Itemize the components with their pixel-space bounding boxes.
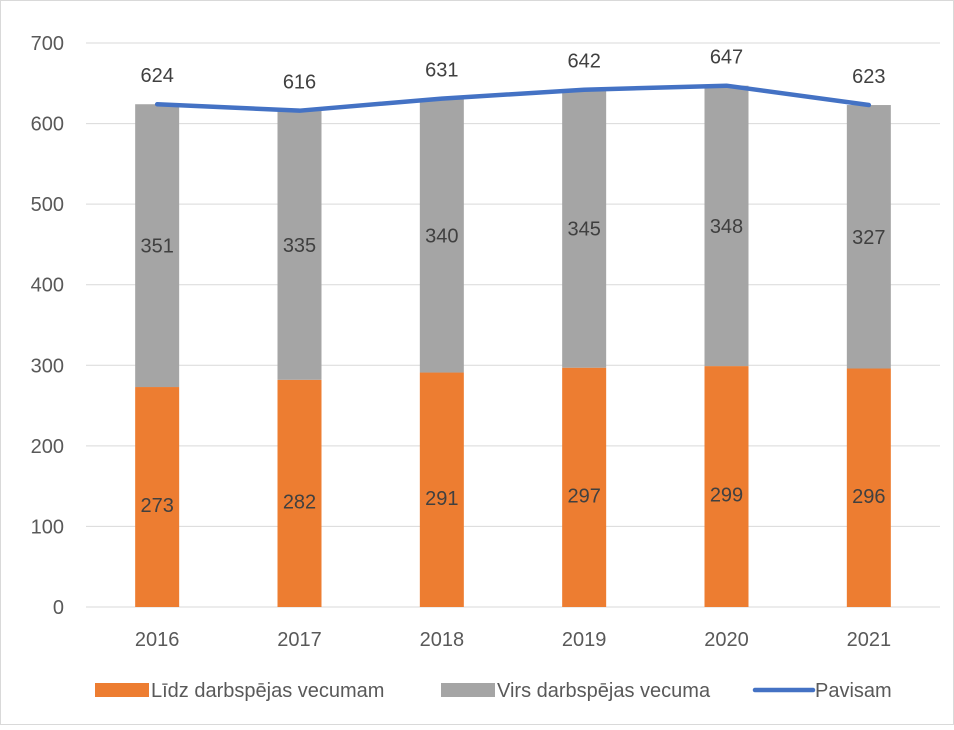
y-tick-label: 200	[31, 436, 64, 458]
axes: 0 100 200 300 400 500 600 700 2016 2017 2018 2019 20…	[31, 33, 891, 651]
bar-segment-upper	[562, 89, 607, 368]
bar-segment-upper	[704, 85, 749, 367]
y-tick-label: 300	[31, 355, 64, 377]
y-tick-label: 600	[31, 114, 64, 136]
y-tick-label: 400	[31, 275, 64, 297]
legend-swatch	[441, 683, 495, 697]
bar-segment-upper	[135, 104, 180, 388]
bars	[135, 85, 891, 607]
data-label: 299	[710, 485, 743, 507]
bar-segment-lower	[419, 372, 464, 607]
data-label: 345	[567, 219, 600, 241]
x-tick-label: 2018	[420, 629, 465, 651]
data-label: 273	[140, 495, 173, 517]
bar-segment-lower	[277, 379, 322, 607]
bar-segment-upper	[277, 109, 322, 380]
data-label: 296	[852, 486, 885, 508]
legend-label: Virs darbspējas vecuma	[497, 680, 711, 702]
data-label: 282	[283, 491, 316, 513]
y-tick-label: 500	[31, 194, 64, 216]
y-tick-label: 700	[31, 33, 64, 55]
total-data-label: 631	[425, 60, 458, 82]
data-label: 348	[710, 216, 743, 238]
legend-label: Pavisam	[815, 680, 892, 702]
total-data-label: 623	[852, 66, 885, 88]
legend-swatch	[95, 683, 149, 697]
bar-segment-lower	[135, 387, 180, 607]
total-data-label: 624	[140, 65, 173, 87]
x-tick-label: 2020	[704, 629, 749, 651]
bar-segment-lower	[846, 368, 891, 607]
data-label: 297	[567, 485, 600, 507]
data-labels: 273 351 282 335 291 340 297 345 299 348 296 327 624 6…	[140, 47, 885, 517]
legend-label: Līdz darbspējas vecumam	[151, 680, 384, 702]
x-tick-label: 2019	[562, 629, 607, 651]
total-data-label: 616	[283, 72, 316, 94]
y-tick-label: 100	[31, 516, 64, 538]
data-label: 327	[852, 227, 885, 249]
x-tick-label: 2021	[847, 629, 892, 651]
bar-segment-lower	[704, 366, 749, 607]
total-data-label: 642	[567, 51, 600, 73]
total-line	[154, 83, 872, 113]
x-tick-label: 2017	[277, 629, 322, 651]
y-tick-label: 0	[53, 597, 64, 619]
x-tick-label: 2016	[135, 629, 180, 651]
bar-segment-lower	[562, 367, 607, 607]
data-label: 340	[425, 226, 458, 248]
total-data-label: 647	[710, 47, 743, 69]
data-label: 351	[140, 236, 173, 258]
legend: Līdz darbspējas vecumam Virs darbspējas v…	[95, 680, 892, 702]
data-label: 291	[425, 488, 458, 510]
line-series	[154, 83, 872, 113]
bar-segment-upper	[419, 98, 464, 373]
data-label: 335	[283, 235, 316, 257]
gridlines	[86, 42, 940, 608]
bar-segment-upper	[846, 105, 891, 369]
